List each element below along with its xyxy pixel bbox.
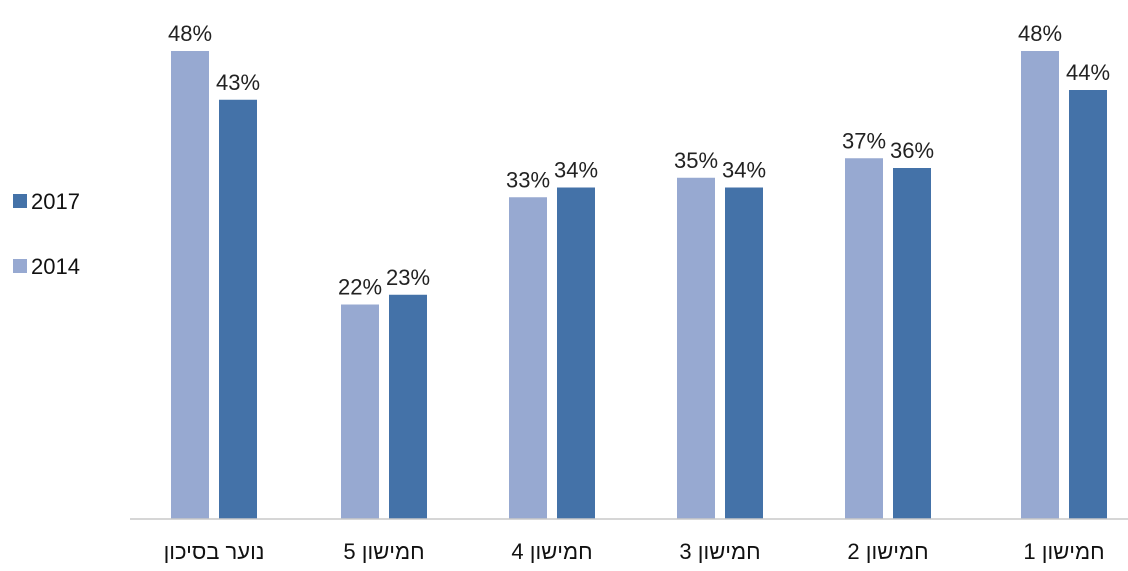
category-labels-group: חמישון 1 חמישון 2 חמישון 3 חמישון 4 חמישון 5…: [164, 539, 1105, 564]
category-label-4: חמישון 4: [511, 539, 592, 564]
category-label-6: נוער בסיכון: [164, 539, 265, 564]
data-label-2014-5: 22%: [338, 275, 382, 300]
data-label-2017-6: 43%: [216, 70, 260, 95]
data-label-2017-4: 34%: [554, 158, 598, 183]
bar-2017-6: [219, 99, 257, 519]
data-label-2017-5: 23%: [386, 265, 430, 290]
legend-swatch-2017: [13, 194, 27, 208]
bar-2017-4: [557, 187, 595, 519]
legend-label-2014: 2014: [31, 254, 80, 279]
data-label-2017-1: 44%: [1066, 60, 1110, 85]
category-label-5: חמישון 5: [343, 539, 424, 564]
category-label-3: חמישון 3: [679, 539, 760, 564]
bar-2014-1: [1021, 51, 1059, 519]
category-label-2: חמישון 2: [847, 539, 928, 564]
bar-2017-1: [1069, 90, 1107, 519]
data-label-2014-2: 37%: [842, 128, 886, 153]
data-label-2017-2: 36%: [890, 138, 934, 163]
legend-swatch-2014: [13, 259, 27, 273]
legend: 2017 2014: [13, 189, 80, 279]
data-label-2014-3: 35%: [674, 148, 718, 173]
value-labels-group: 48%44%37% 36%35% 34%33% 34%22% 23%48%43%: [168, 21, 1110, 300]
bar-2014-2: [845, 158, 883, 519]
bar-2017-5: [389, 294, 427, 519]
bar-2014-3: [677, 177, 715, 519]
data-label-2014-4: 33%: [506, 167, 550, 192]
data-label-2014-1: 48%: [1018, 21, 1062, 46]
bar-2014-6: [171, 51, 209, 519]
bars-group: [171, 51, 1107, 519]
bar-2017-3: [725, 187, 763, 519]
category-label-1: חמישון 1: [1023, 539, 1104, 564]
bar-2017-2: [893, 168, 931, 519]
data-label-2014-6: 48%: [168, 21, 212, 46]
legend-label-2017: 2017: [31, 189, 80, 214]
data-label-2017-3: 34%: [722, 158, 766, 183]
bar-2014-5: [341, 304, 379, 519]
bar-2014-4: [509, 197, 547, 519]
